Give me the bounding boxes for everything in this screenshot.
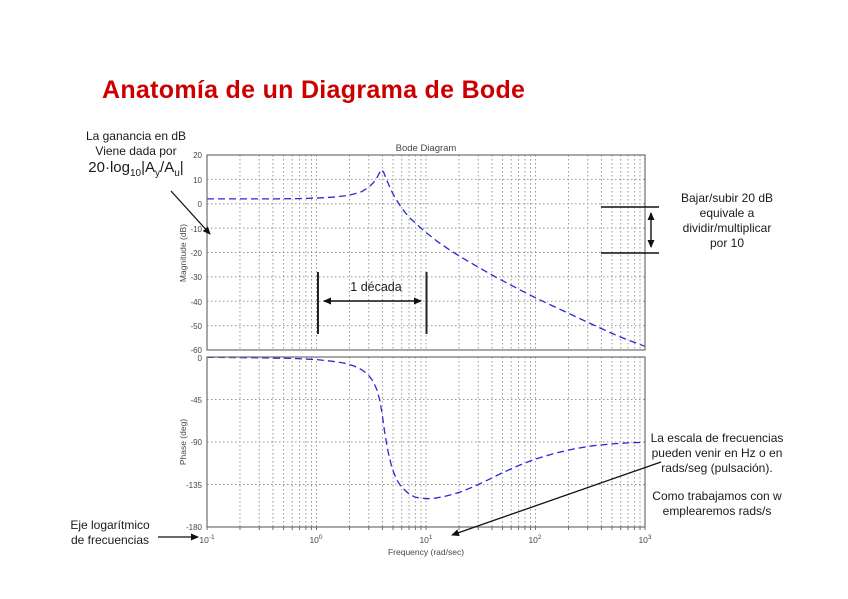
xtick: 102 bbox=[528, 534, 541, 545]
phase-ytick: 0 bbox=[198, 354, 203, 363]
plot-title: Bode Diagram bbox=[396, 143, 457, 154]
gain-note-line2: Viene dada por bbox=[95, 144, 177, 158]
magnitude-ytick-labels: 20 10 0 -10 -20 -30 -40 -50 -60 bbox=[190, 151, 202, 355]
freq-scale-para2: Como trabajamos con w emplearemos rads/s bbox=[634, 489, 800, 519]
magnitude-curve bbox=[207, 168, 646, 347]
mag-ytick: 10 bbox=[193, 176, 202, 185]
gain-step-line3: dividir/multiplicar bbox=[682, 221, 772, 235]
gain-step-note: Bajar/subir 20 dB equivale a dividir/mul… bbox=[658, 191, 796, 251]
xtick: 100 bbox=[309, 534, 322, 545]
freq-scale-line: emplearemos rads/s bbox=[662, 504, 772, 518]
phase-ytick: -180 bbox=[186, 523, 203, 532]
phase-ytick: -45 bbox=[190, 396, 202, 405]
mag-ytick: -20 bbox=[190, 249, 202, 258]
log-axis-note: Eje logarítmico de frecuencias bbox=[58, 518, 162, 548]
gain-note-line1: La ganancia en dB bbox=[85, 129, 187, 143]
mag-ytick: 20 bbox=[193, 151, 202, 160]
mag-ytick: -60 bbox=[190, 346, 202, 355]
mag-ytick: -50 bbox=[190, 322, 202, 331]
freq-scale-line: pueden venir en Hz o en bbox=[651, 446, 783, 460]
phase-ytick-labels: 0 -45 -90 -135 -180 bbox=[186, 354, 203, 532]
phase-gridlines bbox=[207, 357, 645, 527]
mag-ytick: 0 bbox=[198, 200, 203, 209]
xtick: 101 bbox=[419, 534, 432, 545]
gain-step-line2: equivale a bbox=[699, 206, 755, 220]
freq-scale-line: rads/seg (pulsación). bbox=[661, 461, 773, 475]
mag-ytick: -10 bbox=[190, 225, 202, 234]
freq-scale-line: La escala de frecuencias bbox=[650, 431, 784, 445]
xtick-labels: 10-1 100 101 102 103 bbox=[199, 534, 652, 545]
slide-title: Anatomía de un Diagrama de Bode bbox=[102, 76, 526, 104]
freq-scale-arrow bbox=[451, 461, 662, 536]
log-axis-line1: Eje logarítmico bbox=[70, 518, 150, 532]
gain-step-line1: Bajar/subir 20 dB bbox=[680, 191, 774, 205]
x-axis-label: Frequency (rad/sec) bbox=[388, 547, 464, 557]
xtick: 103 bbox=[638, 534, 651, 545]
gain-formula: 20·log10|Ay/Au| bbox=[88, 159, 184, 179]
decade-annotation-label: 1 década bbox=[350, 280, 402, 294]
phase-curve bbox=[206, 356, 646, 500]
phase-axes bbox=[206, 356, 646, 528]
gain-note: La ganancia en dB Viene dada por 20·log1… bbox=[62, 129, 210, 181]
magnitude-y-label: Magnitude (dB) bbox=[178, 224, 188, 282]
mag-ytick: -40 bbox=[190, 298, 202, 307]
phase-y-label: Phase (deg) bbox=[178, 419, 188, 465]
log-axis-line2: de frecuencias bbox=[70, 533, 150, 547]
phase-ytick: -90 bbox=[190, 438, 202, 447]
gain-step-line4: por 10 bbox=[709, 236, 745, 250]
gain-note-arrow bbox=[170, 190, 211, 235]
xtick: 10-1 bbox=[199, 534, 215, 545]
phase-ytick: -135 bbox=[186, 481, 203, 490]
mag-ytick: -30 bbox=[190, 273, 202, 282]
freq-scale-para1: La escala de frecuencias pueden venir en… bbox=[634, 431, 800, 476]
freq-scale-line: Como trabajamos con w bbox=[652, 489, 782, 503]
freq-scale-note: La escala de frecuencias pueden venir en… bbox=[634, 431, 800, 519]
